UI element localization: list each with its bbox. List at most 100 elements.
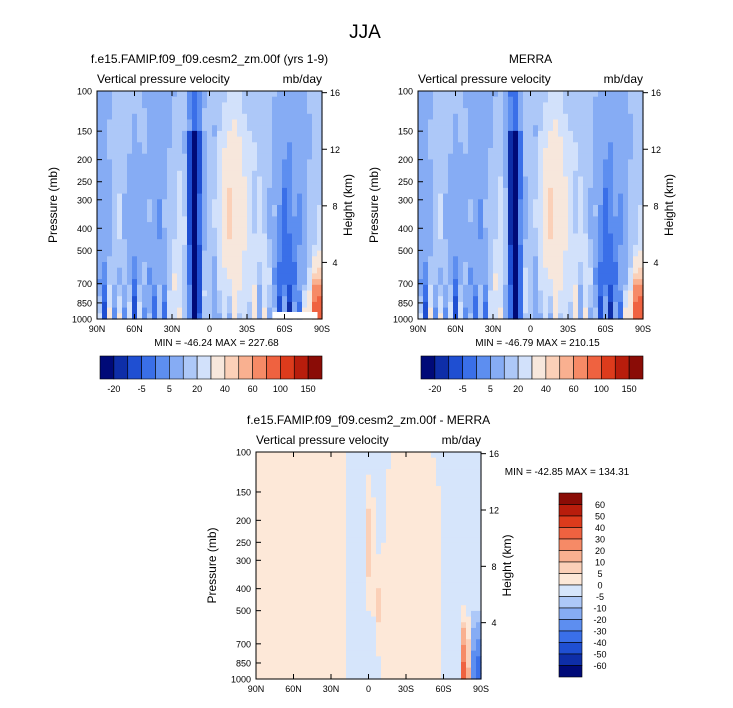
heatmap-cell [563,125,569,131]
heatmap-cell [182,165,188,171]
heatmap-cell [142,91,148,97]
heatmap-cell [292,177,298,183]
heatmap-cell [633,251,639,257]
heatmap-cell [306,503,312,509]
heatmap-cell [371,554,377,560]
heatmap-cell [247,114,253,120]
heatmap-cell [277,142,283,148]
heatmap-cell [443,102,449,108]
heatmap-cell [286,548,292,554]
heatmap-cell [301,577,307,583]
heatmap-cell [366,577,372,583]
heatmap-cell [553,159,559,165]
heatmap-cell [443,296,449,302]
heatmap-cell [276,588,282,594]
heatmap-cell [361,543,367,549]
heatmap-cell [538,137,544,143]
heatmap-cell [212,234,218,240]
heatmap-cell [443,199,449,205]
heatmap-cell [433,291,439,297]
heatmap-cell [242,273,248,279]
heatmap-cell [262,199,268,205]
heatmap-cell [267,239,273,245]
heatmap-cell [277,165,283,171]
heatmap-cell [242,171,248,177]
heatmap-cell [603,199,609,205]
heatmap-cell [281,617,287,623]
heatmap-cell [588,228,594,234]
heatmap-cell [127,285,133,291]
heatmap-cell [346,656,352,662]
heatmap-cell [291,588,297,594]
heatmap-cell [286,509,292,515]
heatmap-cell [232,285,238,291]
heatmap-cell [553,171,559,177]
heatmap-cell [297,131,303,137]
heatmap-cell [518,216,524,222]
heatmap-cell [277,148,283,154]
heatmap-cell [438,120,444,126]
heatmap-cell [282,120,288,126]
heatmap-cell [157,148,163,154]
heatmap-cell [618,165,624,171]
heatmap-cell [588,148,594,154]
heatmap-cell [261,628,267,634]
heatmap-cell [167,268,173,274]
heatmap-cell [301,548,307,554]
heatmap-cell [326,622,332,628]
heatmap-cell [423,131,429,137]
heatmap-cell [361,651,367,657]
heatmap-cell [538,222,544,228]
heatmap-cell [267,120,273,126]
heatmap-cell [498,222,504,228]
heatmap-cell [202,137,208,143]
heatmap-cell [458,165,464,171]
heatmap-cell [286,452,292,458]
heatmap-cell [453,177,459,183]
heatmap-cell [488,188,494,194]
heatmap-cell [381,452,387,458]
heatmap-cell [177,262,183,268]
heatmap-cell [282,131,288,137]
heatmap-cell [356,543,362,549]
heatmap-cell [341,617,347,623]
heatmap-cell [307,262,313,268]
heatmap-cell [217,228,223,234]
heatmap-cell [257,256,263,262]
heatmap-cell [513,159,519,165]
heatmap-cell [197,171,203,177]
heatmap-cell [147,188,153,194]
heatmap-cell [548,291,554,297]
heatmap-cell [232,273,238,279]
heatmap-cell [543,182,549,188]
heatmap-cell [262,234,268,240]
heatmap-cell [257,188,263,194]
heatmap-cell [588,296,594,302]
heatmap-cell [453,262,459,268]
heatmap-cell [247,268,253,274]
heatmap-cell [157,97,163,103]
heatmap-cell [177,222,183,228]
heatmap-cell [167,102,173,108]
heatmap-cell [523,131,529,137]
heatmap-cell [508,268,514,274]
heatmap-cell [132,188,138,194]
heatmap-cell [548,205,554,211]
heatmap-cell [401,531,407,537]
heatmap-cell [513,142,519,148]
heatmap-cell [271,486,277,492]
heatmap-cell [306,656,312,662]
heatmap-cell [463,142,469,148]
heatmap-cell [508,91,514,97]
heatmap-cell [306,480,312,486]
heatmap-cell [117,302,123,308]
heatmap-cell [468,296,474,302]
heatmap-cell [563,291,569,297]
heatmap-cell [162,279,168,285]
heatmap-cell [271,520,277,526]
heatmap-cell [117,222,123,228]
heatmap-cell [448,142,454,148]
heatmap-cell [623,177,629,183]
heatmap-cell [312,222,318,228]
